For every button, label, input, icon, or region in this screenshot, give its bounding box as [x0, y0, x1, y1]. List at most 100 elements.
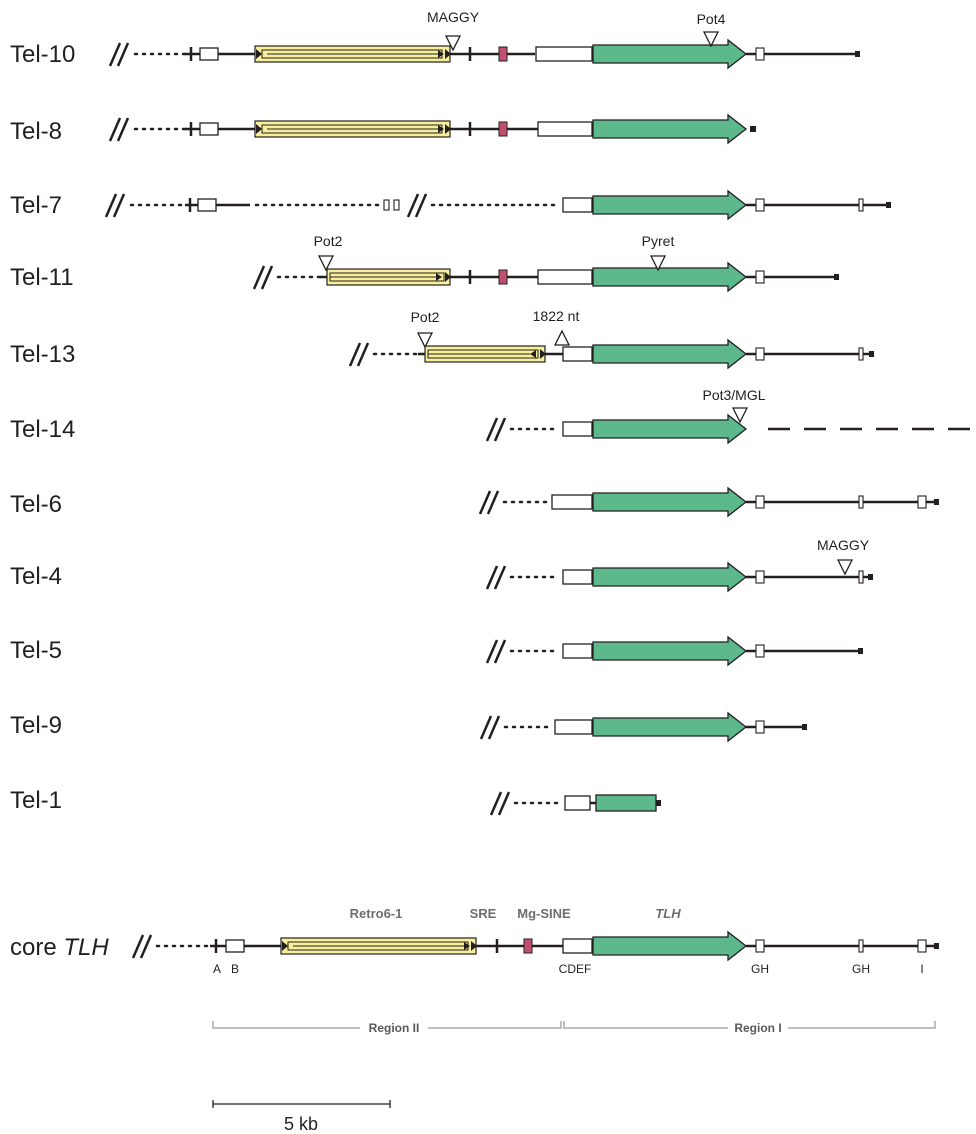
break-mark: [348, 342, 370, 367]
telomere-end: [834, 274, 839, 280]
element-label-sre: SRE: [470, 906, 497, 921]
retrotransposon: [326, 268, 451, 286]
row-label-tel-11: Tel-11: [10, 264, 74, 291]
scale-bar-label: 5 kb: [284, 1114, 318, 1134]
tlh-gene-arrow: [592, 711, 748, 743]
row-tel-8: [108, 113, 756, 145]
site-box: [562, 421, 593, 437]
break-mark: [489, 791, 511, 816]
row-tel-7: [104, 189, 891, 221]
insertion-triangle-icon: [317, 255, 335, 272]
site-box: [858, 198, 864, 212]
mg-sine: [498, 121, 508, 137]
region-bracket-i-right: [788, 1021, 936, 1029]
site-box: [564, 795, 591, 811]
site-box: [199, 122, 219, 136]
retrotransposon: [254, 120, 451, 138]
telomere-end: [886, 202, 891, 208]
site-box: [858, 939, 864, 953]
region-bracket-ii-right: [428, 1021, 562, 1029]
mg-sine: [523, 938, 533, 954]
row-label-tel-10: Tel-10: [10, 41, 75, 68]
insertion-label-pot2: Pot2: [411, 309, 440, 325]
row-label-tel-8: Tel-8: [10, 118, 62, 145]
tlh-gene-arrow: [592, 38, 748, 70]
site-box: [562, 346, 593, 362]
site-box: [537, 121, 593, 137]
site-label-i: I: [920, 962, 923, 976]
break-mark: [108, 117, 130, 142]
site-box: [755, 347, 765, 361]
telomere-end: [802, 724, 807, 730]
break-mark: [478, 490, 500, 515]
break-mark: [131, 934, 153, 959]
site-box: [858, 495, 864, 509]
site-box: [551, 494, 593, 510]
element-label-tlh: TLH: [655, 906, 681, 921]
site-box: [537, 269, 593, 285]
row-core-tlh: core TLH Retro6-1 SRE Mg-SINE TLH A B CD…: [10, 906, 939, 976]
region-brackets: Region II Region I: [212, 1021, 936, 1035]
insertion-label-pot2: Pot2: [314, 233, 343, 249]
row-label-tel-1: Tel-1: [10, 787, 62, 814]
tlh-gene-fragment: [595, 794, 657, 812]
region-label-i: Region I: [734, 1021, 781, 1035]
break-mark: [485, 417, 507, 442]
region-bracket-ii-left: [212, 1021, 360, 1029]
site-box: [562, 197, 593, 213]
site-box: [917, 495, 927, 509]
retrotransposon: [254, 45, 451, 63]
element-label-mg-sine: Mg-SINE: [517, 906, 571, 921]
row-tel-13: Pot2 1822 nt: [348, 308, 874, 370]
site-box: [755, 198, 765, 212]
insertion-label-pyret: Pyret: [642, 233, 675, 249]
telomere-end: [934, 943, 939, 949]
tlh-gene-arrow: [592, 930, 748, 962]
core-tlh-label: core TLH: [10, 934, 109, 961]
tlh-gene-arrow: [592, 561, 748, 593]
site-box: [225, 939, 245, 953]
tlh-gene-arrow: [592, 261, 748, 293]
region-label-ii: Region II: [369, 1021, 420, 1035]
break-mark: [485, 639, 507, 664]
row-label-tel-7: Tel-7: [10, 192, 62, 219]
tlh-gene-arrow: [592, 486, 748, 518]
telomere-end: [858, 648, 863, 654]
row-tel-4: MAGGY: [485, 537, 873, 593]
site-box: [755, 47, 765, 61]
insertion-label-pot4: Pot4: [697, 11, 726, 27]
site-box: [562, 643, 593, 659]
break-mark: [479, 715, 501, 740]
site-box: [755, 495, 765, 509]
telomere-end: [868, 574, 873, 580]
row-tel-1: [489, 791, 661, 816]
insertion-label-maggy: MAGGY: [817, 537, 870, 553]
scale-bar: 5 kb: [212, 1100, 391, 1134]
row-label-tel-13: Tel-13: [10, 341, 75, 368]
row-tel-6: [478, 486, 939, 518]
insertion-triangle-icon: [416, 332, 434, 349]
site-label-cdef: CDEF: [559, 962, 592, 976]
telomere-end: [869, 351, 874, 357]
row-tel-10: MAGGY Pot4: [108, 9, 860, 70]
site-box: [755, 939, 765, 953]
mg-sine: [498, 46, 508, 62]
break-mark: [252, 265, 274, 290]
insertion-triangle-icon: [731, 407, 749, 424]
site-label-gh: GH: [751, 962, 769, 976]
telomere-end: [934, 499, 939, 505]
break-mark: [406, 193, 428, 218]
site-box: [755, 720, 765, 734]
retrotransposon: [280, 937, 477, 955]
scale-bar-line: [212, 1100, 391, 1108]
row-tel-5: [485, 635, 863, 667]
site-box: [535, 46, 593, 62]
row-label-tel-4: Tel-4: [10, 563, 62, 590]
site-box: [562, 569, 593, 585]
row-tel-14: Pot3/MGL: [485, 387, 976, 445]
telomere-end: [750, 126, 756, 132]
site-box: [858, 347, 864, 361]
site-box: [858, 570, 864, 584]
deletion-triangle-icon: [553, 329, 571, 346]
tlh-gene-arrow: [592, 635, 748, 667]
